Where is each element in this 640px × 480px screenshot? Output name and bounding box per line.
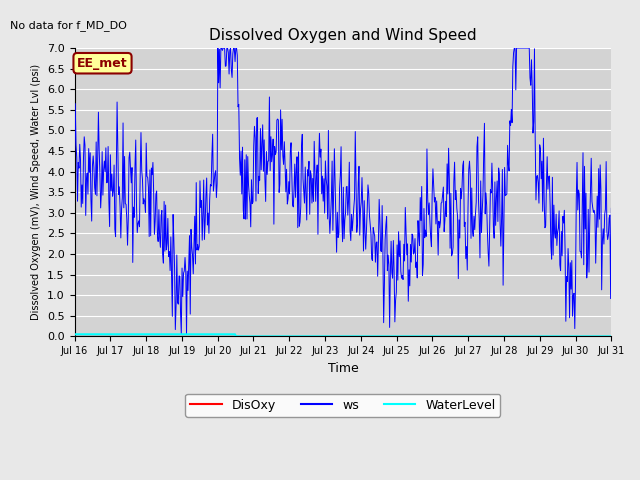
Legend: DisOxy, ws, WaterLevel: DisOxy, ws, WaterLevel bbox=[186, 394, 500, 417]
X-axis label: Time: Time bbox=[328, 361, 358, 375]
Text: No data for f_MD_DO: No data for f_MD_DO bbox=[10, 20, 127, 31]
Text: EE_met: EE_met bbox=[77, 57, 128, 70]
Y-axis label: Dissolved Oxygen (mV), Wind Speed, Water Lvl (psi): Dissolved Oxygen (mV), Wind Speed, Water… bbox=[31, 64, 42, 320]
Title: Dissolved Oxygen and Wind Speed: Dissolved Oxygen and Wind Speed bbox=[209, 28, 477, 43]
